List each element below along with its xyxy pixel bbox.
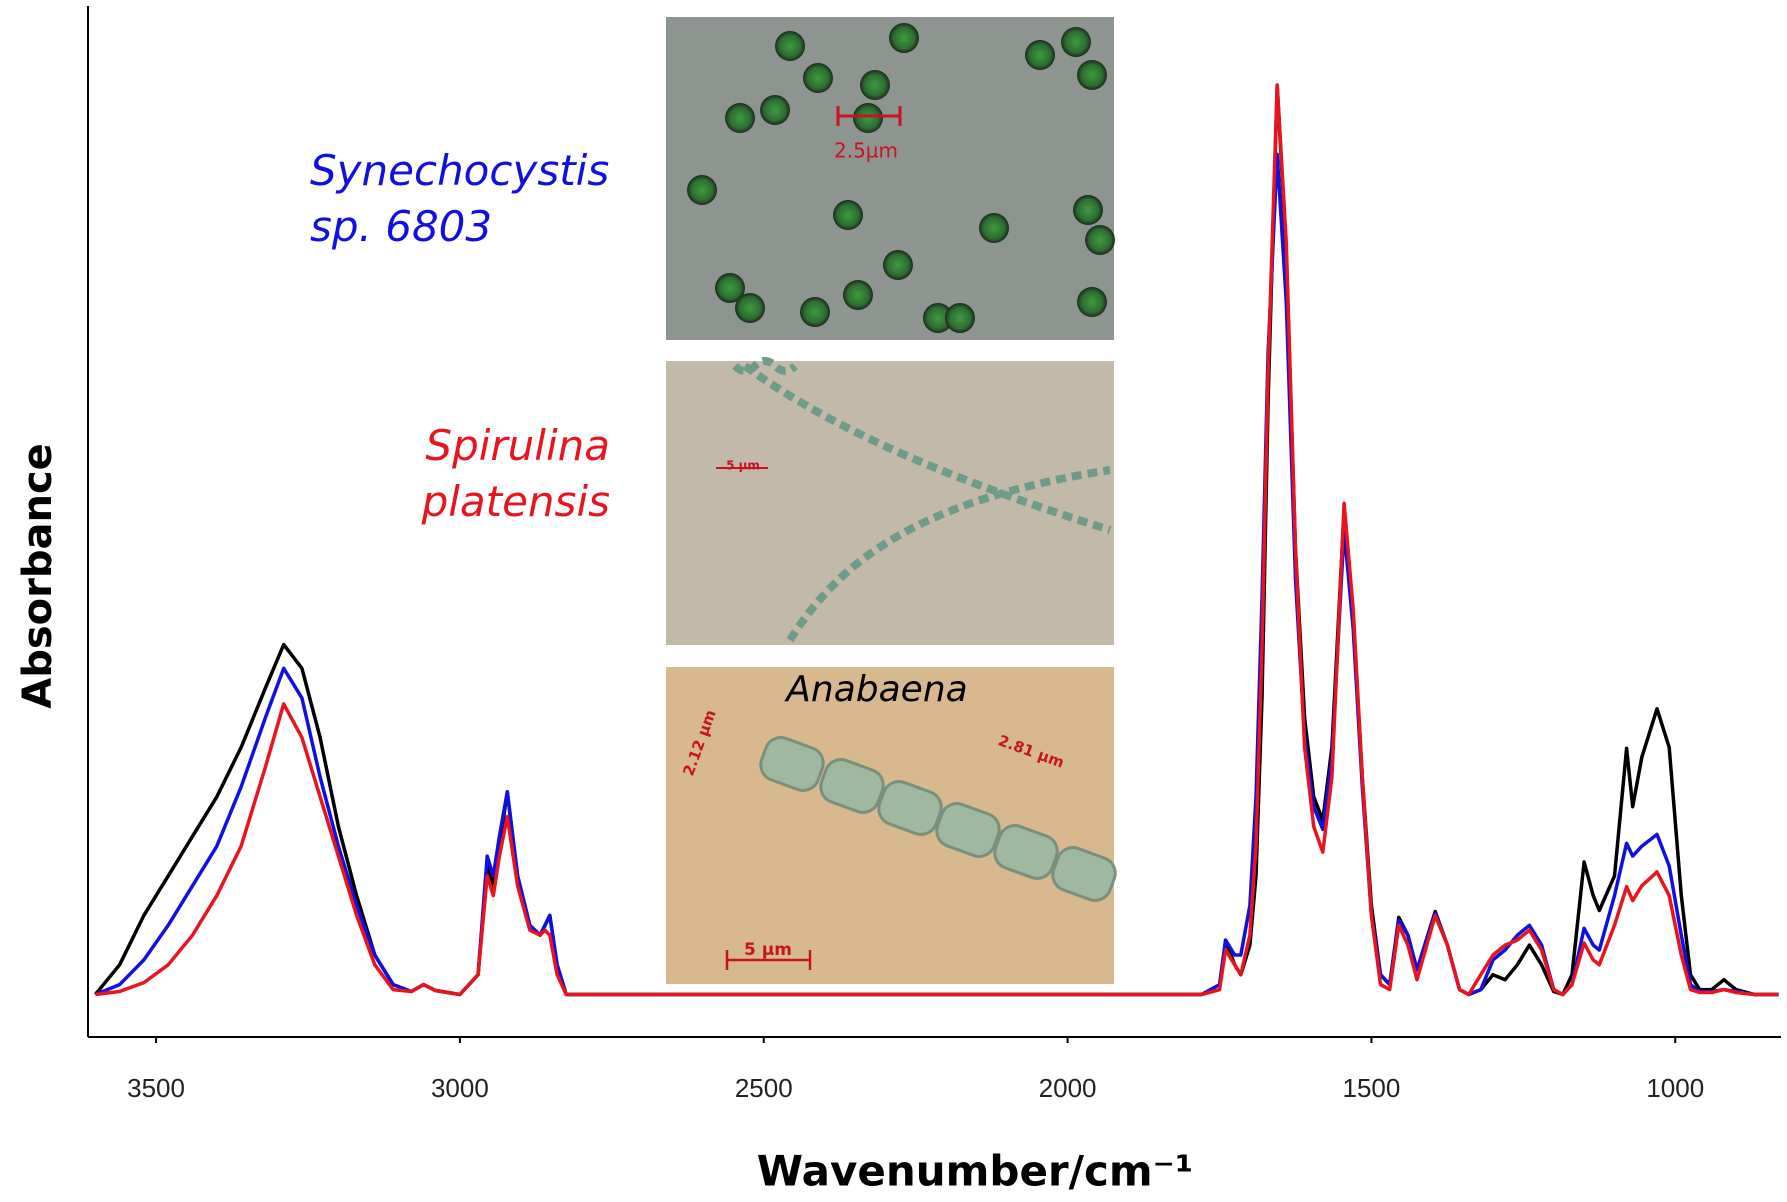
micrograph-synechocystis bbox=[666, 17, 1115, 340]
series-label: Synechocystis sp. 6803 bbox=[310, 146, 610, 251]
x-tick-label: 1500 bbox=[1343, 1073, 1401, 1103]
micrograph-anabaena bbox=[666, 667, 1117, 984]
scale-label: 2.5µm bbox=[834, 139, 898, 163]
scale-label: 5 µm bbox=[744, 940, 792, 960]
series-label: Anabaena bbox=[786, 669, 968, 710]
scale-label: 5 µm bbox=[726, 459, 760, 473]
x-tick-label: 2500 bbox=[735, 1073, 793, 1103]
spectrum-line bbox=[95, 83, 1779, 997]
x-tick-label: 2000 bbox=[1039, 1073, 1097, 1103]
y-axis-title: Absorbance bbox=[15, 443, 61, 709]
x-axis-title: Wavenumber/cm⁻¹ bbox=[757, 1147, 1193, 1196]
x-tick-label: 3000 bbox=[431, 1073, 489, 1103]
x-tick-label: 3500 bbox=[127, 1073, 185, 1103]
x-tick-label: 1000 bbox=[1646, 1073, 1704, 1103]
micrograph-spirulina bbox=[666, 357, 1114, 645]
series-label: Spirulina platensis bbox=[421, 421, 610, 526]
